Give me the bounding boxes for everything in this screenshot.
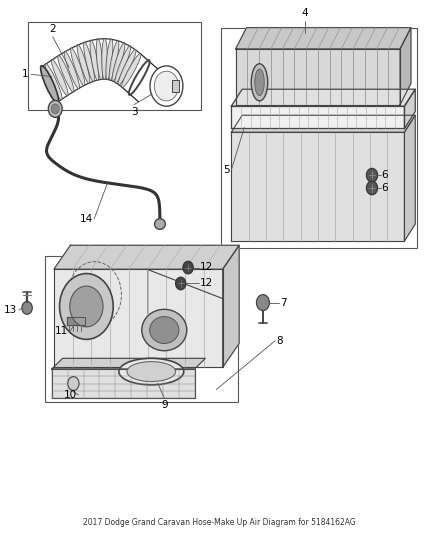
- Bar: [172, 79, 180, 92]
- Polygon shape: [404, 115, 415, 241]
- Ellipse shape: [102, 38, 107, 79]
- Ellipse shape: [115, 46, 131, 83]
- Text: 9: 9: [161, 400, 168, 410]
- Text: 11: 11: [55, 326, 68, 336]
- Ellipse shape: [142, 309, 187, 351]
- Ellipse shape: [150, 317, 179, 343]
- Text: 4: 4: [302, 8, 308, 18]
- Ellipse shape: [64, 51, 80, 89]
- Circle shape: [183, 261, 193, 274]
- Ellipse shape: [96, 39, 103, 80]
- Text: 14: 14: [80, 214, 93, 224]
- Bar: [221, 28, 417, 248]
- Circle shape: [256, 295, 269, 311]
- Polygon shape: [67, 318, 85, 325]
- Text: 13: 13: [4, 305, 17, 315]
- Ellipse shape: [84, 42, 95, 82]
- Text: 2: 2: [49, 24, 56, 34]
- Polygon shape: [54, 245, 239, 269]
- Text: 7: 7: [280, 297, 287, 308]
- Polygon shape: [54, 269, 223, 367]
- Polygon shape: [231, 115, 415, 132]
- Ellipse shape: [71, 48, 85, 86]
- Ellipse shape: [118, 50, 136, 85]
- Circle shape: [154, 71, 179, 101]
- Circle shape: [366, 181, 378, 195]
- Ellipse shape: [251, 64, 268, 101]
- Text: 6: 6: [381, 170, 388, 180]
- Text: 1: 1: [21, 69, 28, 79]
- Ellipse shape: [51, 59, 68, 96]
- Circle shape: [48, 100, 62, 117]
- Ellipse shape: [109, 41, 119, 80]
- Circle shape: [176, 277, 186, 290]
- Polygon shape: [236, 49, 400, 104]
- Text: 3: 3: [131, 107, 137, 117]
- Text: 2017 Dodge Grand Caravan Hose-Make Up Air Diagram for 5184162AG: 2017 Dodge Grand Caravan Hose-Make Up Ai…: [83, 518, 355, 527]
- Ellipse shape: [58, 55, 74, 92]
- Ellipse shape: [127, 362, 176, 382]
- Ellipse shape: [112, 43, 125, 82]
- Polygon shape: [52, 369, 194, 398]
- Bar: [45, 256, 238, 402]
- Polygon shape: [231, 132, 404, 241]
- Text: 12: 12: [200, 278, 213, 288]
- Polygon shape: [236, 28, 411, 49]
- Text: 12: 12: [200, 262, 213, 271]
- Text: 8: 8: [276, 336, 283, 346]
- Polygon shape: [52, 358, 205, 369]
- Circle shape: [22, 302, 32, 314]
- Circle shape: [70, 286, 103, 327]
- Ellipse shape: [106, 39, 113, 80]
- Ellipse shape: [45, 63, 62, 100]
- Ellipse shape: [119, 358, 184, 385]
- Bar: [28, 22, 201, 110]
- Ellipse shape: [77, 45, 90, 84]
- Circle shape: [60, 273, 113, 340]
- Text: 5: 5: [223, 165, 230, 175]
- Polygon shape: [231, 89, 415, 106]
- Ellipse shape: [41, 66, 59, 103]
- Circle shape: [51, 104, 59, 114]
- Polygon shape: [404, 89, 415, 128]
- Circle shape: [366, 168, 378, 182]
- Text: 10: 10: [64, 390, 77, 400]
- Ellipse shape: [90, 40, 99, 80]
- Ellipse shape: [121, 53, 141, 88]
- Circle shape: [68, 377, 79, 391]
- Text: 6: 6: [381, 183, 388, 193]
- Polygon shape: [231, 106, 404, 128]
- Ellipse shape: [255, 69, 264, 95]
- Polygon shape: [400, 28, 411, 104]
- Ellipse shape: [155, 219, 166, 229]
- Polygon shape: [223, 245, 239, 367]
